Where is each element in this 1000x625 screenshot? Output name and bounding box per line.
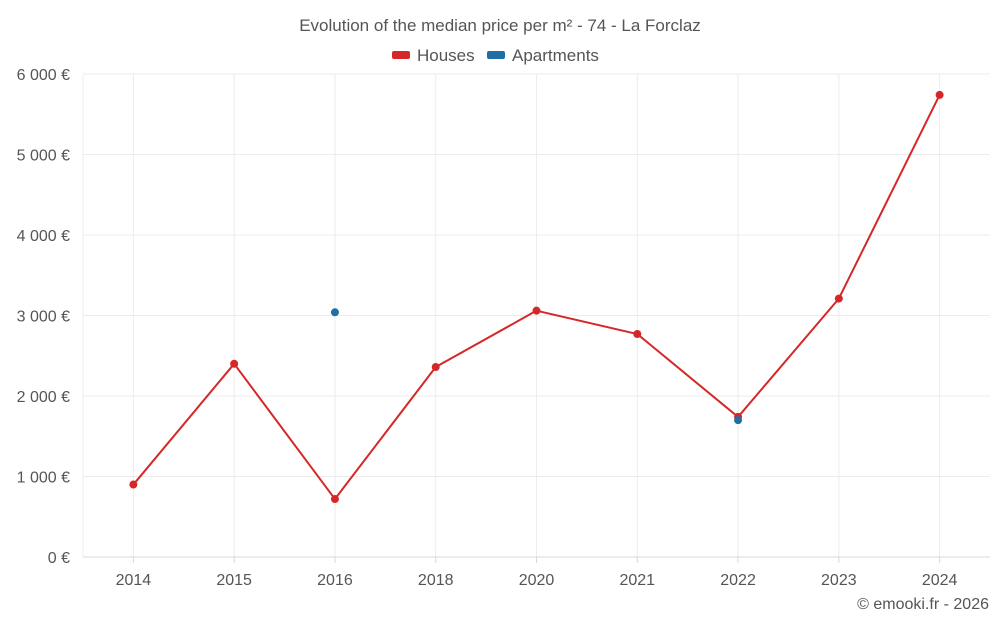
y-tick-label: 1 000 € — [17, 470, 70, 487]
series-houses — [129, 90, 944, 504]
data-point-houses[interactable] — [633, 330, 642, 339]
x-tick-label: 2018 — [418, 572, 454, 589]
y-tick-label: 5 000 € — [17, 148, 70, 165]
y-tick-label: 0 € — [48, 550, 70, 567]
data-point-houses[interactable] — [935, 90, 944, 99]
x-tick-label: 2023 — [821, 572, 857, 589]
chart-title: Evolution of the median price per m² - 7… — [299, 16, 701, 35]
legend-swatch-apartments — [487, 51, 505, 59]
x-tick-label: 2022 — [720, 572, 756, 589]
y-tick-label: 3 000 € — [17, 309, 70, 326]
y-tick-label: 4 000 € — [17, 228, 70, 245]
data-point-apartments[interactable] — [330, 308, 339, 317]
x-tick-label: 2015 — [216, 572, 252, 589]
y-tick-label: 2 000 € — [17, 389, 70, 406]
data-point-houses[interactable] — [129, 480, 138, 489]
data-point-houses[interactable] — [532, 306, 541, 315]
series-apartments — [330, 308, 743, 425]
data-point-houses[interactable] — [834, 294, 843, 303]
x-tick-label: 2024 — [922, 572, 958, 589]
x-tick-label: 2021 — [619, 572, 655, 589]
x-tick-label: 2014 — [116, 572, 152, 589]
data-point-apartments[interactable] — [734, 416, 743, 425]
data-point-houses[interactable] — [230, 359, 239, 368]
x-axis-tick-labels: 2014 2015 2016 2018 2020 2021 2022 2023 2024 — [116, 572, 958, 589]
legend[interactable]: Houses Apartments — [392, 46, 599, 65]
axes — [83, 556, 990, 563]
x-tick-label: 2020 — [519, 572, 555, 589]
data-point-houses[interactable] — [431, 363, 440, 372]
legend-label-houses[interactable]: Houses — [417, 46, 475, 65]
data-point-houses[interactable] — [330, 495, 339, 504]
legend-label-apartments[interactable]: Apartments — [512, 46, 599, 65]
gridlines — [82, 73, 990, 557]
y-axis-tick-labels: 0 € 1 000 € 2 000 € 3 000 € 4 000 € 5 000 € 6 … — [17, 67, 70, 567]
credit-text: © emooki.fr - 2026 — [857, 596, 989, 613]
y-tick-label: 6 000 € — [17, 67, 70, 84]
x-tick-label: 2016 — [317, 572, 353, 589]
series — [129, 90, 944, 504]
legend-swatch-houses — [392, 51, 410, 59]
